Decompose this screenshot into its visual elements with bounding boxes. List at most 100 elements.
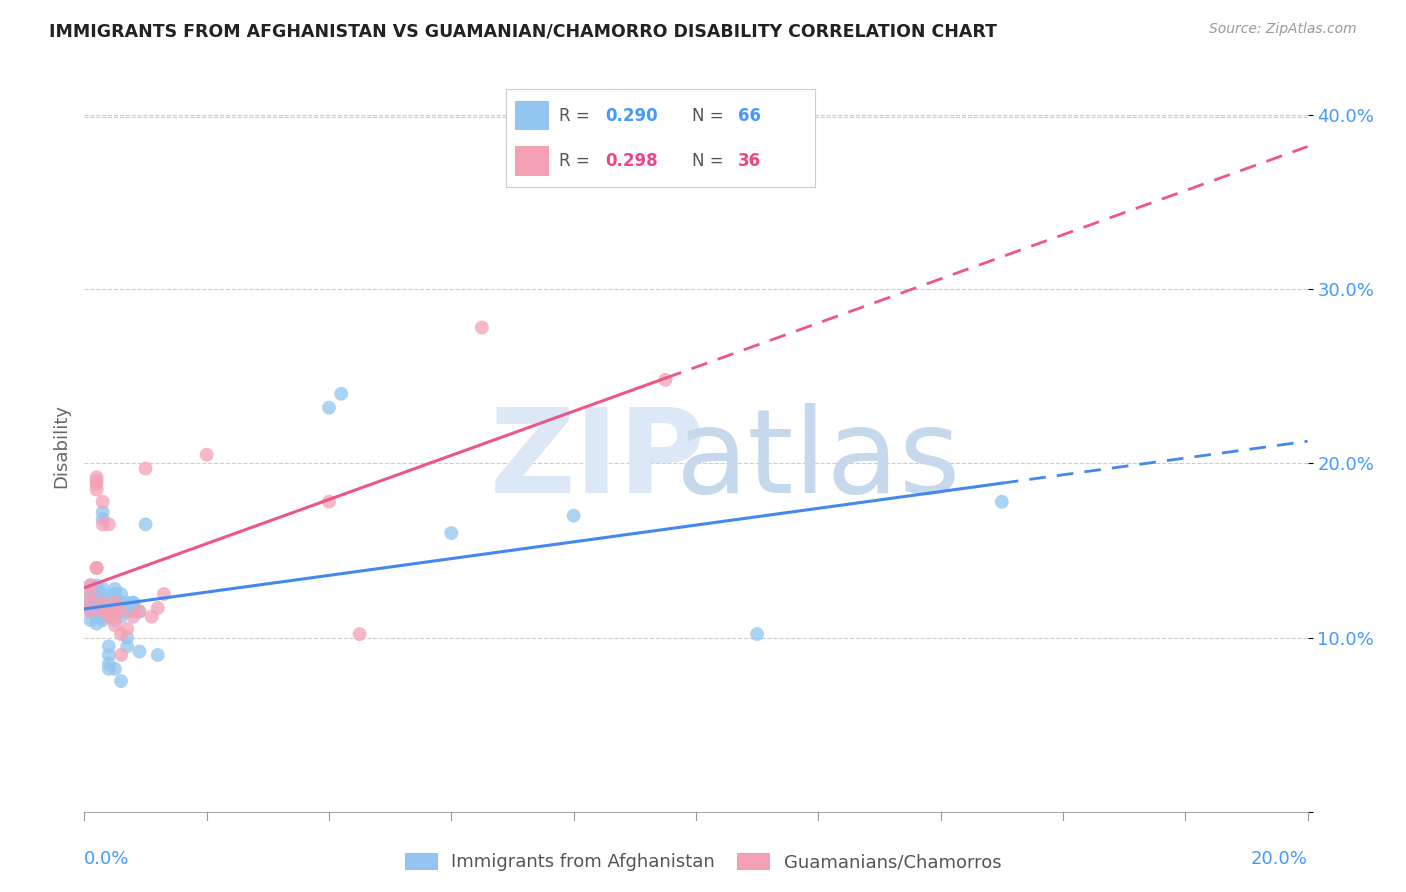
Text: 36: 36	[738, 152, 761, 169]
Point	[86, 616, 108, 631]
Point	[86, 592, 108, 607]
Point	[104, 662, 127, 676]
Point	[330, 386, 353, 401]
Point	[115, 631, 138, 645]
Point	[122, 604, 145, 618]
Point	[86, 596, 108, 610]
Bar	[516, 101, 550, 130]
Point	[122, 599, 145, 614]
Point	[86, 609, 108, 624]
Point	[86, 561, 108, 575]
Point	[97, 662, 120, 676]
Point	[97, 609, 120, 624]
Point	[110, 627, 132, 641]
Point	[128, 604, 150, 618]
Point	[86, 599, 108, 614]
Point	[97, 604, 120, 618]
Text: 0.298: 0.298	[605, 152, 658, 169]
Point	[91, 604, 114, 618]
Point	[110, 609, 132, 624]
Point	[79, 604, 101, 618]
Point	[79, 578, 101, 592]
Point	[122, 609, 145, 624]
Point	[128, 644, 150, 658]
Point	[104, 609, 127, 624]
Point	[86, 604, 108, 618]
Point	[79, 596, 101, 610]
Point	[135, 517, 157, 532]
Point	[91, 587, 114, 601]
Point	[86, 477, 108, 491]
Point	[110, 674, 132, 689]
Point	[86, 474, 108, 488]
Text: 0.290: 0.290	[605, 107, 658, 125]
Point	[86, 607, 108, 622]
Point	[97, 609, 120, 624]
Point	[747, 627, 769, 641]
Text: 66: 66	[738, 107, 761, 125]
Point	[104, 587, 127, 601]
Text: atlas: atlas	[676, 403, 960, 518]
Point	[91, 494, 114, 508]
Text: R =: R =	[558, 107, 595, 125]
Point	[97, 599, 120, 614]
Point	[97, 517, 120, 532]
Point	[115, 604, 138, 618]
Point	[79, 587, 101, 601]
Point	[104, 618, 127, 632]
Point	[104, 587, 127, 601]
Point	[115, 622, 138, 636]
Point	[91, 582, 114, 596]
Text: IMMIGRANTS FROM AFGHANISTAN VS GUAMANIAN/CHAMORRO DISABILITY CORRELATION CHART: IMMIGRANTS FROM AFGHANISTAN VS GUAMANIAN…	[49, 22, 997, 40]
Point	[91, 512, 114, 526]
Point	[97, 648, 120, 662]
Point	[349, 627, 371, 641]
Point	[110, 596, 132, 610]
Point	[135, 461, 157, 475]
Point	[991, 494, 1014, 508]
Point	[146, 648, 169, 662]
Point	[91, 592, 114, 607]
Point	[153, 587, 176, 601]
Point	[104, 596, 127, 610]
Text: 20.0%: 20.0%	[1251, 850, 1308, 868]
Point	[104, 596, 127, 610]
Point	[104, 599, 127, 614]
Point	[91, 596, 114, 610]
Text: N =: N =	[692, 107, 728, 125]
Point	[115, 640, 138, 654]
Point	[318, 401, 340, 415]
Point	[86, 483, 108, 497]
Point	[91, 517, 114, 532]
Point	[79, 599, 101, 614]
Point	[97, 657, 120, 671]
Point	[122, 596, 145, 610]
Point	[79, 596, 101, 610]
Point	[104, 613, 127, 627]
Point	[86, 470, 108, 484]
Text: ZIP: ZIP	[491, 403, 706, 518]
Y-axis label: Disability: Disability	[52, 404, 70, 488]
Point	[471, 320, 494, 334]
Point	[318, 494, 340, 508]
Point	[91, 604, 114, 618]
Point	[654, 373, 676, 387]
Point	[86, 578, 108, 592]
Point	[122, 596, 145, 610]
Point	[97, 604, 120, 618]
Text: Source: ZipAtlas.com: Source: ZipAtlas.com	[1209, 22, 1357, 37]
Point	[195, 448, 218, 462]
Point	[97, 596, 120, 610]
Point	[79, 592, 101, 607]
Text: R =: R =	[558, 152, 595, 169]
Point	[91, 599, 114, 614]
Point	[110, 604, 132, 618]
Point	[86, 561, 108, 575]
Point	[86, 587, 108, 601]
Point	[79, 587, 101, 601]
Point	[110, 648, 132, 662]
Point	[562, 508, 585, 523]
Point	[104, 604, 127, 618]
Point	[128, 604, 150, 618]
Point	[91, 596, 114, 610]
